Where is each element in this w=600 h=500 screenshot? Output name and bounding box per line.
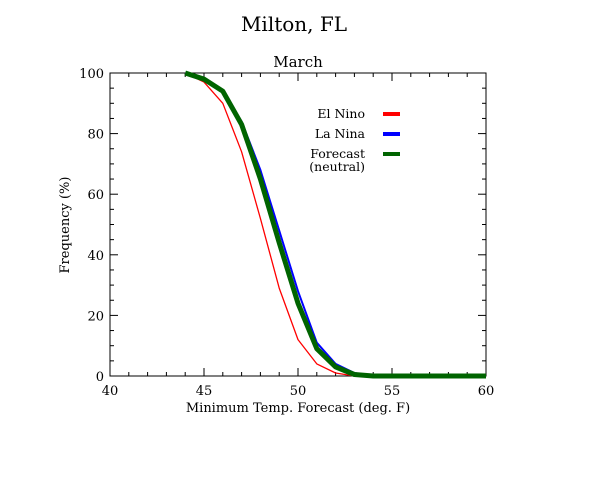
x-tick-label: 40	[102, 384, 119, 399]
legend-label-la-nina: La Nina	[315, 126, 366, 141]
x-tick-label: 45	[196, 384, 213, 399]
plot-area: 40 45 50 55 60 0 20 40 60 80 100 El Nino La Nina Fore…	[79, 67, 494, 399]
y-tick-label: 80	[87, 128, 104, 143]
y-tick-label: 0	[96, 370, 104, 385]
legend-label-forecast: Forecast (neutral)	[309, 146, 365, 174]
chart-title: Milton, FL	[241, 12, 347, 36]
x-tick-label: 55	[384, 384, 401, 399]
y-tick-label: 20	[87, 309, 104, 324]
plot-frame	[109, 72, 487, 377]
x-tick-label: 60	[478, 384, 495, 399]
chart-subtitle: March	[273, 53, 323, 71]
y-axis-label: Frequency (%)	[58, 177, 73, 274]
y-tick-label: 60	[87, 188, 104, 203]
legend-label-el-nino: El Nino	[317, 106, 365, 121]
series-line-forecast	[184, 70, 486, 379]
x-axis-label: Minimum Temp. Forecast (deg. F)	[186, 401, 410, 416]
x-tick-label: 50	[290, 384, 307, 399]
y-tick-label: 40	[87, 249, 104, 264]
y-tick-label: 100	[79, 67, 104, 82]
